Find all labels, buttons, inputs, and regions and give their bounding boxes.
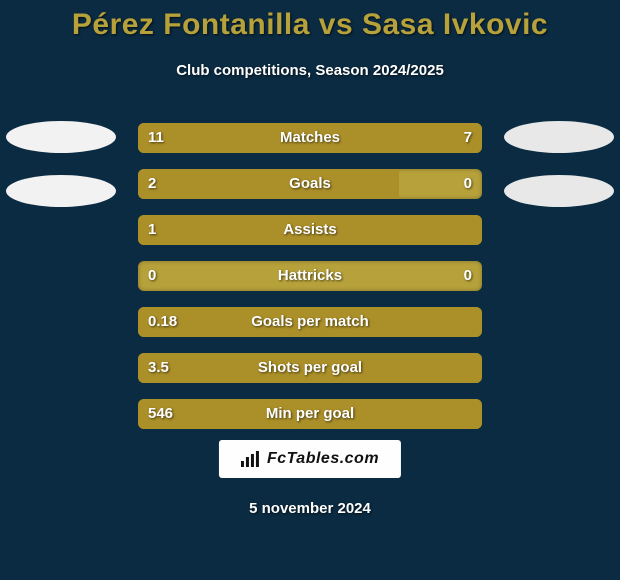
stat-row: Assists1: [138, 215, 482, 245]
stat-fill-left: [138, 123, 348, 153]
stat-fill-left: [138, 169, 399, 199]
player-left-avatar-2: [6, 175, 116, 207]
stat-fill-left: [138, 215, 482, 245]
generated-date: 5 november 2024: [0, 500, 620, 517]
stat-fill-left: [138, 353, 482, 383]
player-right-avatar-2: [504, 175, 614, 207]
comparison-infographic: Pérez Fontanilla vs Sasa Ivkovic Club co…: [0, 0, 620, 580]
stat-row: Goals20: [138, 169, 482, 199]
stat-value-right: 0: [464, 261, 472, 291]
page-subtitle: Club competitions, Season 2024/2025: [0, 62, 620, 79]
watermark-text: FcTables.com: [267, 450, 379, 468]
stat-row: Min per goal546: [138, 399, 482, 429]
watermark-badge: FcTables.com: [219, 440, 401, 478]
stat-value-left: 0: [148, 261, 156, 291]
stat-label: Hattricks: [138, 261, 482, 291]
stat-fill-left: [138, 399, 482, 429]
bar-chart-icon: [241, 451, 261, 467]
player-right-avatar-1: [504, 121, 614, 153]
stat-fill-right: [348, 123, 482, 153]
stat-row: Hattricks0 0: [138, 261, 482, 291]
stat-row: Shots per goal3.5: [138, 353, 482, 383]
page-title: Pérez Fontanilla vs Sasa Ivkovic: [0, 8, 620, 42]
stat-fill-left: [138, 307, 482, 337]
stat-bars: Matches117Goals20Assists1Hattricks00Goal…: [138, 123, 482, 445]
stat-row: Goals per match0.18: [138, 307, 482, 337]
stat-row: Matches117: [138, 123, 482, 153]
stat-value-right: 0: [464, 169, 472, 199]
player-left-avatar-1: [6, 121, 116, 153]
